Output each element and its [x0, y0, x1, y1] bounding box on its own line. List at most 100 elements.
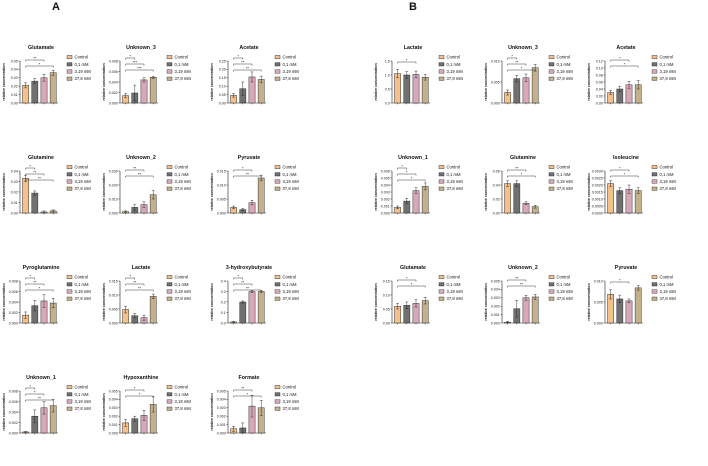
chart-title: Unknown_3 [508, 45, 538, 51]
legend-label: 0,1 mM [175, 62, 189, 67]
legend-swatch [548, 282, 555, 287]
chart-title: Glutamine [28, 155, 54, 161]
bar [257, 291, 265, 324]
legend-swatch [438, 296, 445, 301]
legend-swatch [66, 282, 73, 287]
y-tick-label: 0.008 [9, 389, 18, 393]
legend-label: 37,8 mM [75, 186, 92, 191]
significance-label: * [619, 55, 621, 60]
legend-label: Control [557, 275, 571, 280]
bar [31, 80, 39, 104]
legend-label: 0,1 mM [75, 62, 89, 67]
bar [149, 296, 157, 324]
legend-label: 3,19 mM [447, 289, 464, 294]
significance-label: ** [138, 285, 142, 290]
y-tick-label: 0.000 [381, 211, 390, 215]
bar [248, 291, 256, 324]
legend-label: Control [175, 275, 189, 280]
legend-swatch [274, 69, 281, 74]
legend-label: 3,19 mM [283, 399, 300, 404]
y-axis-label: relative concentration [484, 173, 488, 210]
legend-label: Control [75, 385, 89, 390]
legend-swatch [166, 275, 173, 279]
y-tick-label: 0.04 [596, 87, 603, 91]
y-tick-label: 1.5 [385, 59, 390, 63]
legend-swatch [274, 179, 281, 184]
legend-label: Control [175, 55, 189, 60]
y-axis-label: relative concentration [2, 283, 6, 320]
chart-title: Unknown_3 [126, 45, 156, 51]
significance-label: ** [246, 171, 250, 176]
y-tick-label: 0.006 [381, 169, 390, 173]
legend-label: Control [557, 55, 571, 60]
legend-label: 37,8 mM [660, 296, 677, 301]
y-axis-label: relative concentration [102, 63, 106, 100]
bar [607, 183, 614, 214]
legend-swatch [166, 289, 173, 294]
bar [531, 296, 539, 324]
legend-label: 3,19 mM [175, 179, 192, 184]
y-tick-label: 0.004 [109, 80, 118, 84]
legend-label: 37,8 mM [660, 76, 677, 81]
legend-label: 37,8 mM [660, 186, 677, 191]
bar [403, 74, 411, 104]
y-tick-label: 0.001 [217, 423, 226, 427]
y-tick-label: 0.001 [381, 204, 390, 208]
legend-label: 3,19 mM [175, 69, 192, 74]
legend-swatch [548, 69, 555, 74]
y-tick-label: 0.000 [217, 211, 226, 215]
significance-label: * [129, 53, 131, 58]
legend-swatch [438, 282, 445, 287]
legend-label: 3,19 mM [660, 179, 677, 184]
significance-label: * [139, 391, 141, 396]
y-tick-label: 1.0 [385, 73, 390, 77]
legend-label: Control [283, 385, 297, 390]
legend-swatch [548, 186, 555, 191]
legend-swatch [651, 76, 658, 81]
significance-label: ** [520, 281, 524, 286]
legend-label: 0,1 mM [283, 62, 297, 67]
legend-label: 0,1 mM [175, 172, 189, 177]
y-tick-label: 0.005 [109, 307, 118, 311]
y-tick-label: 0.006 [109, 70, 118, 74]
significance-label: ** [241, 385, 245, 390]
legend-swatch [66, 392, 73, 397]
bar [616, 190, 624, 214]
legend-label: 37,8 mM [557, 296, 574, 301]
legend-swatch [274, 275, 281, 279]
y-axis-label: relative concentration [210, 283, 214, 320]
y-tick-label: 0.2 [221, 300, 226, 304]
y-tick-label: 0.002 [109, 415, 118, 419]
y-tick-label: 0.004 [217, 398, 226, 402]
significance-label: ** [138, 171, 142, 176]
significance-label: * [406, 57, 408, 62]
legend-label: 0,1 mM [75, 392, 89, 397]
legend-swatch [548, 289, 555, 294]
chart-title: Isoleucine [613, 155, 639, 161]
legend-swatch [438, 69, 445, 74]
legend-swatch [274, 172, 281, 177]
y-axis-label: relative concentration [374, 283, 378, 320]
panel-label-b: B [409, 1, 417, 13]
y-tick-label: 0.005 [109, 389, 118, 393]
y-axis-label: relative concentration [587, 63, 591, 100]
bar [421, 186, 429, 214]
y-tick-label: 0.001 [491, 313, 500, 317]
legend-swatch [651, 55, 658, 60]
significance-label: * [619, 165, 621, 170]
legend-swatch [166, 55, 173, 60]
y-tick-label: 0.10 [219, 85, 226, 89]
significance-label: ** [33, 169, 37, 174]
legend-swatch [651, 172, 658, 177]
legend-label: 3,19 mM [283, 179, 300, 184]
legend-swatch [274, 296, 281, 301]
chart-title: Pyroglutamine [23, 265, 60, 271]
legend-label: 37,8 mM [283, 76, 300, 81]
legend-label: 37,8 mM [175, 406, 192, 411]
significance-label: * [411, 281, 413, 286]
legend-label: 37,8 mM [75, 406, 92, 411]
